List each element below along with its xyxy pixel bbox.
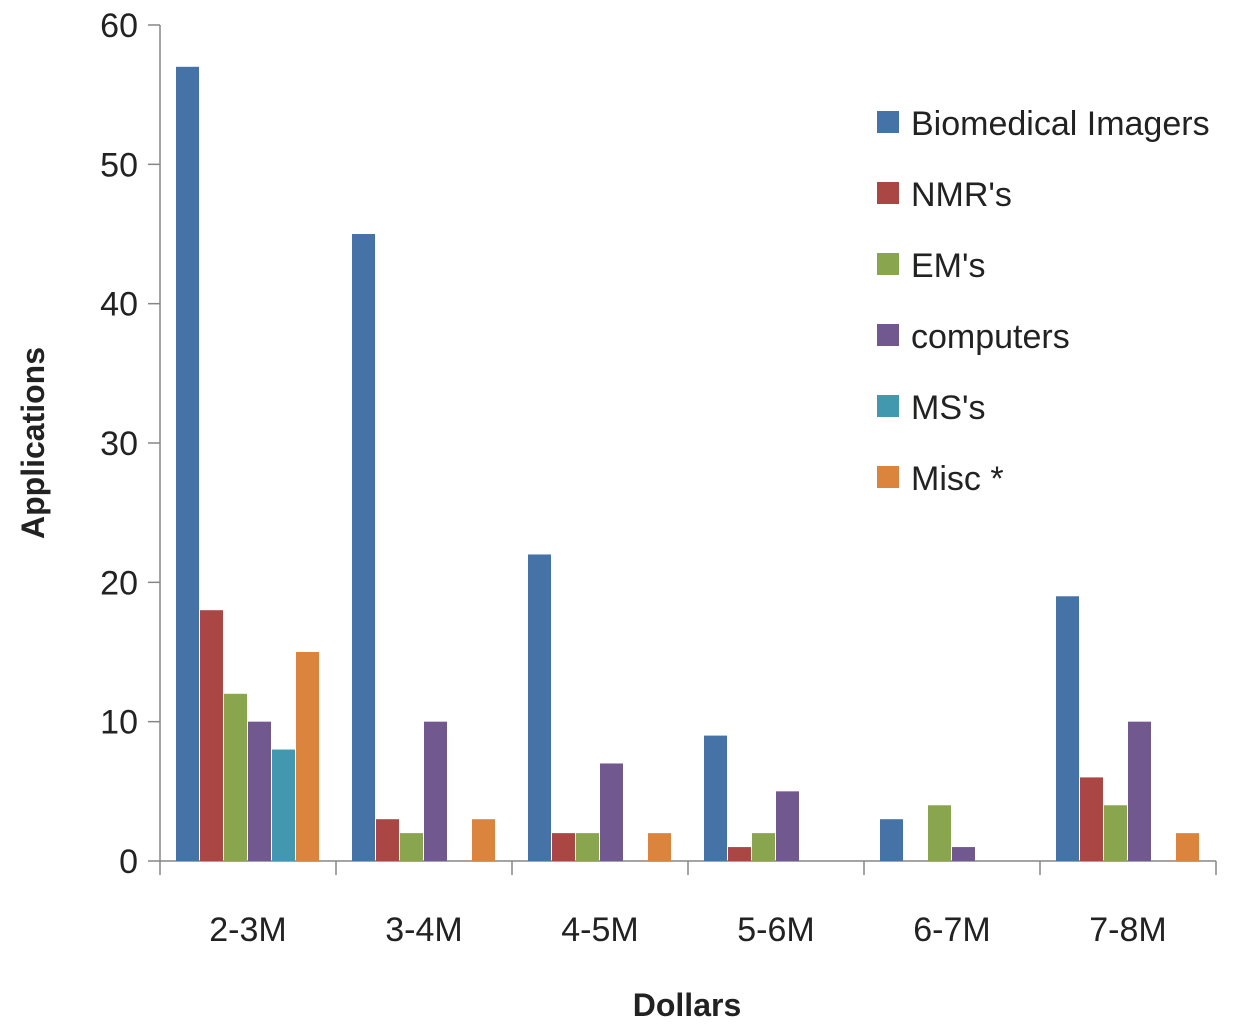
bar	[376, 819, 399, 861]
bar	[528, 554, 551, 861]
axes: 0 10 20 30 40 50 60 2-3M 3-4M 4-5M 5-6M 6-7M 7-8M	[100, 7, 1217, 949]
legend-swatch	[877, 395, 899, 417]
x-axis-title: Dollars	[633, 987, 741, 1022]
bar	[600, 763, 623, 861]
bar	[1104, 805, 1127, 861]
bar	[176, 66, 199, 862]
y-tick-label: 20	[100, 564, 138, 602]
bar	[200, 610, 223, 861]
bar	[648, 833, 671, 861]
y-tick-label: 60	[100, 7, 138, 45]
bar	[928, 805, 951, 861]
bar	[776, 791, 799, 861]
bar	[576, 833, 599, 861]
legend-swatch	[877, 324, 899, 346]
bar	[552, 833, 575, 861]
bars	[176, 66, 1199, 862]
legend-label: Biomedical Imagers	[911, 105, 1210, 143]
x-tick-label: 3-4M	[385, 911, 462, 949]
legend-swatch	[877, 111, 899, 133]
legend-swatch	[877, 253, 899, 275]
bar	[1056, 596, 1079, 861]
legend-swatch	[877, 182, 899, 204]
bar	[952, 847, 975, 861]
legend-swatch	[877, 466, 899, 488]
bar	[472, 819, 495, 861]
x-tick-label: 4-5M	[561, 911, 638, 949]
y-tick-label: 0	[119, 843, 138, 881]
legend-label: MS's	[911, 389, 986, 427]
bar	[728, 847, 751, 861]
bar	[272, 749, 295, 861]
legend-label: computers	[911, 318, 1070, 356]
y-tick-label: 10	[100, 704, 138, 742]
bar	[1080, 777, 1103, 861]
bar	[424, 721, 447, 861]
bar	[296, 652, 319, 861]
x-tick-label: 6-7M	[913, 911, 990, 949]
y-axis-title: Applications	[15, 347, 51, 539]
bar	[352, 234, 375, 861]
bar	[248, 721, 271, 861]
bar	[752, 833, 775, 861]
x-tick-label: 5-6M	[737, 911, 814, 949]
legend: Biomedical Imagers NMR's EM's computers MS's…	[877, 105, 1210, 498]
bar	[1176, 833, 1199, 861]
legend-label: NMR's	[911, 176, 1012, 214]
y-tick-label: 40	[100, 286, 138, 324]
legend-label: EM's	[911, 247, 986, 285]
x-tick-label: 7-8M	[1089, 911, 1166, 949]
y-tick-label: 30	[100, 425, 138, 463]
legend-label: Misc *	[911, 460, 1004, 498]
bar	[224, 693, 247, 861]
bar	[880, 819, 903, 861]
bar	[1128, 721, 1151, 861]
x-tick-label: 2-3M	[209, 911, 286, 949]
bar	[400, 833, 423, 861]
bar	[704, 735, 727, 861]
y-tick-label: 50	[100, 146, 138, 184]
